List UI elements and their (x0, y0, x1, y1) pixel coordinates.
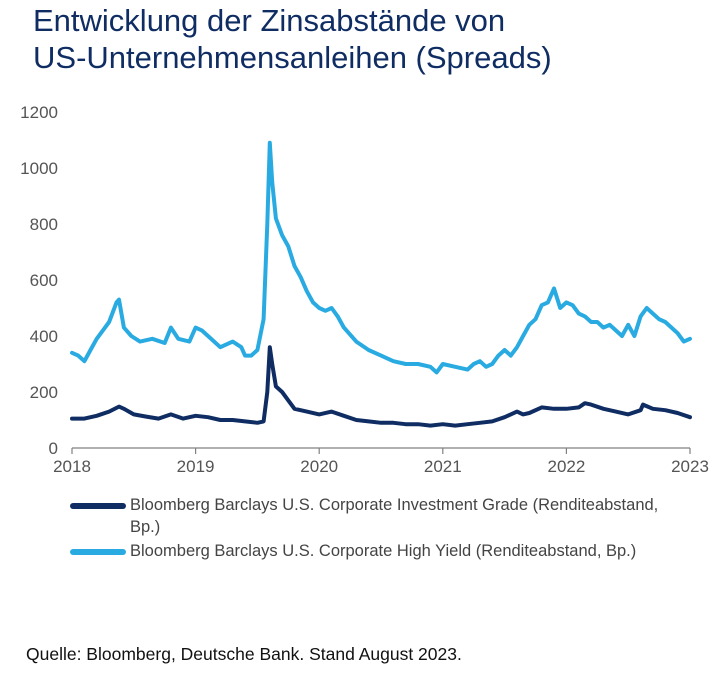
y-tick-label: 200 (30, 383, 58, 402)
y-tick-label: 1000 (20, 159, 58, 178)
x-tick-label: 2021 (424, 457, 462, 476)
y-tick-label: 800 (30, 215, 58, 234)
legend-label-investment-grade: Bloomberg Barclays U.S. Corporate Invest… (130, 496, 659, 536)
y-tick-label: 0 (49, 439, 58, 458)
y-axis-ticks: 0 200 400 600 800 1000 1200 (20, 103, 58, 458)
chart-legend: Bloomberg Barclays U.S. Corporate Invest… (70, 494, 690, 564)
x-tick-label: 2022 (547, 457, 585, 476)
legend-swatch-high-yield (70, 549, 126, 555)
legend-item-high-yield: Bloomberg Barclays U.S. Corporate High Y… (70, 540, 690, 562)
y-tick-label: 600 (30, 271, 58, 290)
legend-label-high-yield: Bloomberg Barclays U.S. Corporate High Y… (130, 542, 637, 560)
series-line-investment-grade (70, 345, 692, 428)
legend-item-investment-grade: Bloomberg Barclays U.S. Corporate Invest… (70, 494, 690, 538)
source-note: Quelle: Bloomberg, Deutsche Bank. Stand … (26, 644, 462, 664)
x-tick-label: 2020 (300, 457, 338, 476)
y-tick-label: 400 (30, 327, 58, 346)
x-tick-label: 2018 (53, 457, 91, 476)
chart-title: Entwicklung der Zinsabstände von US-Unte… (33, 2, 552, 76)
y-tick-label: 1200 (20, 103, 58, 122)
title-line-1: Entwicklung der Zinsabstände von (33, 3, 506, 38)
series-line-high-yield (70, 140, 692, 375)
legend-swatch-investment-grade (70, 503, 126, 509)
title-line-2: US-Unternehmensanleihen (Spreads) (33, 40, 552, 75)
x-tick-label: 2019 (177, 457, 215, 476)
x-tick-label: 2023 (671, 457, 709, 476)
series-lines (70, 140, 692, 428)
x-axis-ticks: 2018 2019 2020 2021 2022 2023 (53, 448, 709, 476)
